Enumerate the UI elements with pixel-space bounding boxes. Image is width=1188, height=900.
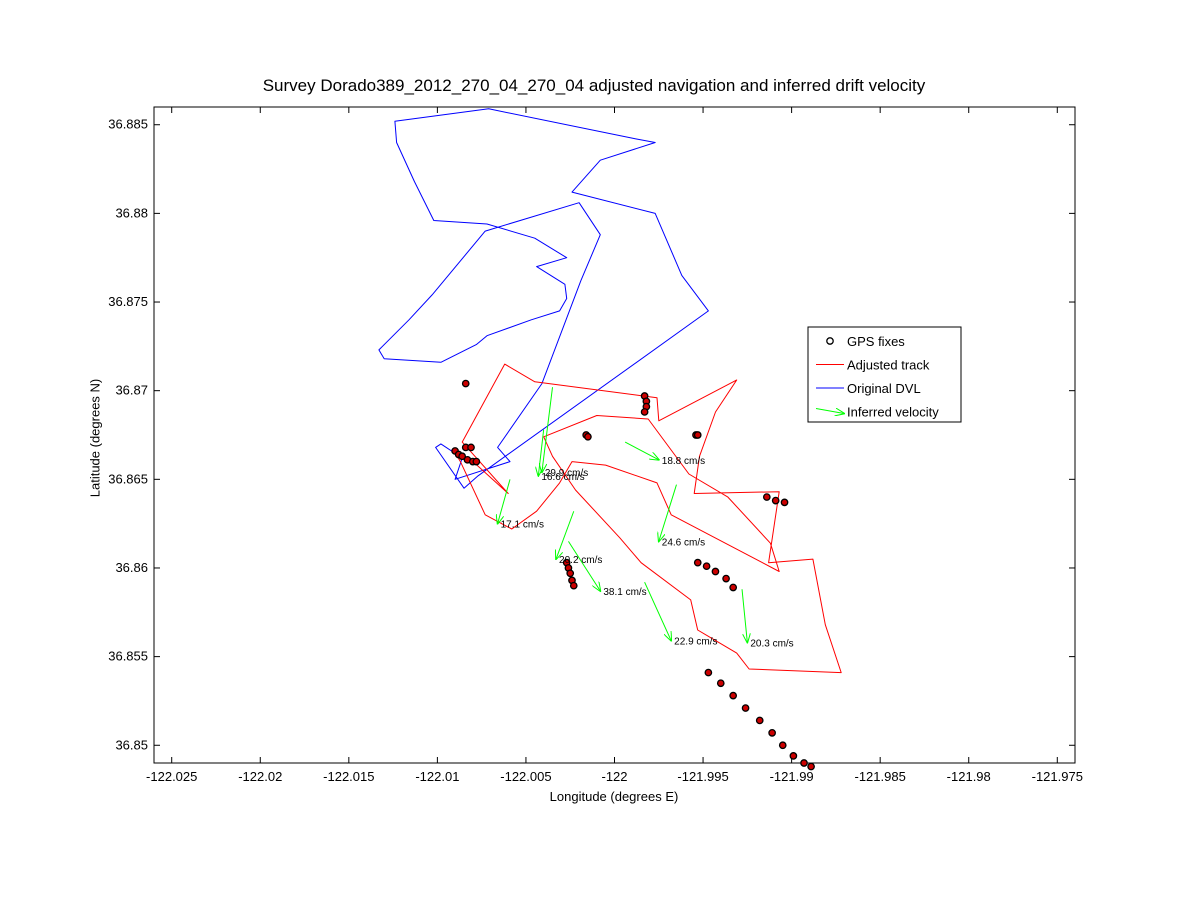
x-tick-label: -121.985 <box>855 769 906 784</box>
x-tick-label: -121.975 <box>1032 769 1083 784</box>
velocity-arrow <box>568 541 600 591</box>
gps-fix-marker <box>722 574 730 583</box>
legend-entry-label: Original DVL <box>847 381 921 396</box>
legend-velocity-arrow <box>815 409 844 414</box>
gps-fix-marker <box>729 583 738 592</box>
gps-fix-marker <box>584 432 592 441</box>
velocity-arrow <box>659 484 677 542</box>
x-tick-label: -122.015 <box>323 769 374 784</box>
axes-box <box>153 106 1076 764</box>
gps-fix-marker <box>716 679 725 688</box>
x-tick-label: -121.99 <box>770 769 814 784</box>
gps-fix-marker <box>704 668 713 677</box>
gps-fix-marker <box>566 569 575 578</box>
gps-fix-marker <box>780 498 789 507</box>
velocity-label: 22.9 cm/s <box>674 637 717 648</box>
velocity-arrow <box>624 441 659 460</box>
legend-entry-label: Adjusted track <box>847 358 930 373</box>
gps-fix-marker <box>569 581 578 590</box>
velocity-label: 18.8 cm/s <box>662 456 705 467</box>
velocity-label: 24.6 cm/s <box>662 537 705 548</box>
velocity-arrow <box>741 589 747 642</box>
velocity-label: 38.1 cm/s <box>603 587 646 598</box>
x-axis-label: Longitude (degrees E) <box>549 789 679 804</box>
gps-fix-marker <box>693 431 702 439</box>
legend-entry-label: Inferred velocity <box>847 405 939 420</box>
y-tick-label: 36.885 <box>108 117 148 132</box>
gps-fix-marker <box>711 567 720 576</box>
gps-fix-marker <box>771 496 780 505</box>
x-tick-label: -122.02 <box>238 769 282 784</box>
x-tick-label: -122.005 <box>500 769 551 784</box>
velocity-arrow <box>644 581 672 641</box>
velocity-arrow <box>498 479 511 523</box>
gps-fix-marker <box>778 741 787 750</box>
y-tick-label: 36.87 <box>115 383 148 398</box>
chart-title: Survey Dorado389_2012_270_04_270_04 adju… <box>262 76 926 95</box>
velocity-arrow <box>542 387 554 472</box>
gps-fix-marker <box>741 704 750 712</box>
x-tick-label: -121.995 <box>677 769 728 784</box>
velocity-label: 20.3 cm/s <box>750 638 793 649</box>
gps-fix-marker <box>789 752 798 760</box>
legend-entry-label: GPS fixes <box>847 334 905 349</box>
x-tick-label: -122.025 <box>146 769 197 784</box>
velocity-label: 17.1 cm/s <box>501 520 544 531</box>
velocity-label: 16.6 cm/s <box>541 472 584 483</box>
y-tick-label: 36.86 <box>115 560 148 575</box>
gps-fix-marker <box>762 493 771 501</box>
gps-fix-marker <box>461 379 470 388</box>
y-tick-label: 36.85 <box>115 737 148 752</box>
gps-fix-marker <box>693 558 702 567</box>
velocity-arrow <box>556 511 575 559</box>
y-tick-label: 36.88 <box>115 205 148 220</box>
velocity-label: 29.9 cm/s <box>545 468 588 479</box>
y-tick-label: 36.855 <box>108 649 148 664</box>
original-dvl-line <box>378 108 709 489</box>
gps-fix-marker <box>755 716 764 725</box>
legend-box <box>807 326 962 423</box>
gps-fix-marker <box>768 729 776 737</box>
x-tick-label: -122 <box>601 769 627 784</box>
y-tick-label: 36.865 <box>108 471 148 486</box>
velocity-arrow <box>538 429 545 476</box>
gps-fix-marker <box>800 759 808 767</box>
x-tick-label: -122.01 <box>415 769 459 784</box>
gps-fix-marker <box>640 408 649 416</box>
adjusted-track-line <box>454 363 842 674</box>
legend-gps-marker <box>826 337 834 345</box>
gps-fix-marker <box>472 457 481 466</box>
x-tick-label: -121.98 <box>947 769 991 784</box>
gps-fix-marker <box>729 691 738 700</box>
gps-fix-marker <box>807 762 815 771</box>
gps-fix-marker <box>702 562 711 571</box>
y-tick-label: 36.875 <box>108 294 148 309</box>
gps-fix-marker <box>458 452 467 461</box>
gps-fix-marker <box>467 443 475 452</box>
